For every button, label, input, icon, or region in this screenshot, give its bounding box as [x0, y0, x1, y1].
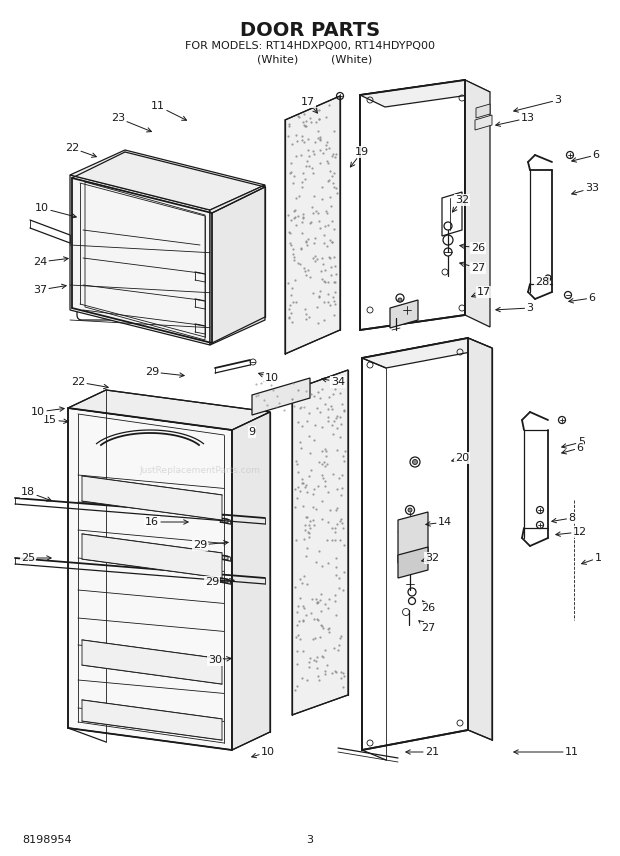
Polygon shape: [398, 547, 428, 578]
Text: 20: 20: [452, 453, 469, 463]
Circle shape: [398, 298, 402, 302]
Text: 34: 34: [322, 377, 345, 387]
Polygon shape: [82, 640, 222, 684]
Text: (White): (White): [257, 54, 299, 64]
Circle shape: [408, 508, 412, 512]
Polygon shape: [68, 408, 232, 750]
Text: 5: 5: [562, 437, 585, 449]
Polygon shape: [476, 104, 490, 118]
Text: DOOR PARTS: DOOR PARTS: [240, 21, 380, 39]
Polygon shape: [390, 300, 418, 328]
Text: 25: 25: [21, 553, 51, 563]
Text: 33: 33: [572, 183, 599, 195]
Text: 32: 32: [453, 195, 469, 212]
Polygon shape: [210, 185, 265, 345]
Text: 24: 24: [33, 257, 68, 267]
Text: 16: 16: [145, 517, 188, 527]
Polygon shape: [360, 80, 490, 107]
Polygon shape: [82, 700, 222, 740]
Polygon shape: [252, 378, 310, 415]
Polygon shape: [475, 115, 492, 130]
Text: 32: 32: [422, 553, 439, 563]
Text: 26: 26: [421, 601, 435, 613]
Text: 10: 10: [259, 372, 279, 383]
Text: 23: 23: [111, 113, 151, 132]
Polygon shape: [362, 338, 468, 750]
Text: 6: 6: [562, 443, 583, 454]
Text: 29: 29: [193, 540, 228, 550]
Text: 22: 22: [71, 377, 108, 389]
Polygon shape: [468, 338, 492, 740]
Text: 17: 17: [472, 287, 491, 297]
Circle shape: [412, 460, 417, 465]
Text: 27: 27: [459, 262, 485, 273]
Text: 6: 6: [569, 293, 595, 303]
Text: (White): (White): [331, 54, 373, 64]
Text: 6: 6: [572, 150, 600, 162]
Polygon shape: [285, 96, 340, 354]
Text: 21: 21: [406, 747, 439, 757]
Polygon shape: [465, 80, 490, 327]
Text: 13: 13: [496, 113, 535, 127]
Polygon shape: [82, 534, 222, 578]
Text: 3: 3: [306, 835, 314, 845]
Text: 11: 11: [151, 101, 187, 121]
Text: 29: 29: [205, 577, 234, 587]
Text: 12: 12: [556, 527, 587, 537]
Polygon shape: [222, 555, 228, 560]
Text: 29: 29: [145, 367, 184, 377]
Text: 15: 15: [43, 415, 68, 425]
Text: 17: 17: [301, 97, 317, 113]
Text: 18: 18: [21, 487, 51, 502]
Text: 1: 1: [582, 553, 601, 564]
Polygon shape: [362, 338, 492, 368]
Text: 9: 9: [249, 427, 255, 437]
Text: 27: 27: [419, 621, 435, 633]
Polygon shape: [82, 476, 222, 520]
Polygon shape: [292, 370, 348, 715]
Text: 26: 26: [460, 243, 485, 253]
Text: 28: 28: [535, 277, 551, 287]
Text: 3: 3: [496, 303, 533, 313]
Polygon shape: [232, 412, 270, 750]
Text: 37: 37: [33, 284, 66, 295]
Polygon shape: [222, 578, 228, 583]
Text: JustReplacementParts.com: JustReplacementParts.com: [140, 466, 260, 474]
Text: 10: 10: [31, 407, 64, 417]
Text: 8198954: 8198954: [22, 835, 72, 845]
Polygon shape: [398, 512, 428, 563]
Polygon shape: [222, 518, 228, 523]
Polygon shape: [70, 175, 210, 345]
Polygon shape: [70, 150, 265, 210]
Text: 11: 11: [514, 747, 579, 757]
Polygon shape: [360, 80, 465, 330]
Text: 8: 8: [552, 513, 575, 523]
Text: 22: 22: [65, 143, 96, 158]
Text: 10: 10: [252, 747, 275, 758]
Text: FOR MODELS: RT14HDXPQ00, RT14HDYPQ00: FOR MODELS: RT14HDXPQ00, RT14HDYPQ00: [185, 41, 435, 51]
Text: 10: 10: [35, 203, 76, 218]
Polygon shape: [68, 390, 270, 430]
Text: 19: 19: [350, 147, 369, 167]
Text: 30: 30: [208, 655, 231, 665]
Text: 14: 14: [426, 517, 452, 527]
Text: 3: 3: [514, 95, 562, 112]
